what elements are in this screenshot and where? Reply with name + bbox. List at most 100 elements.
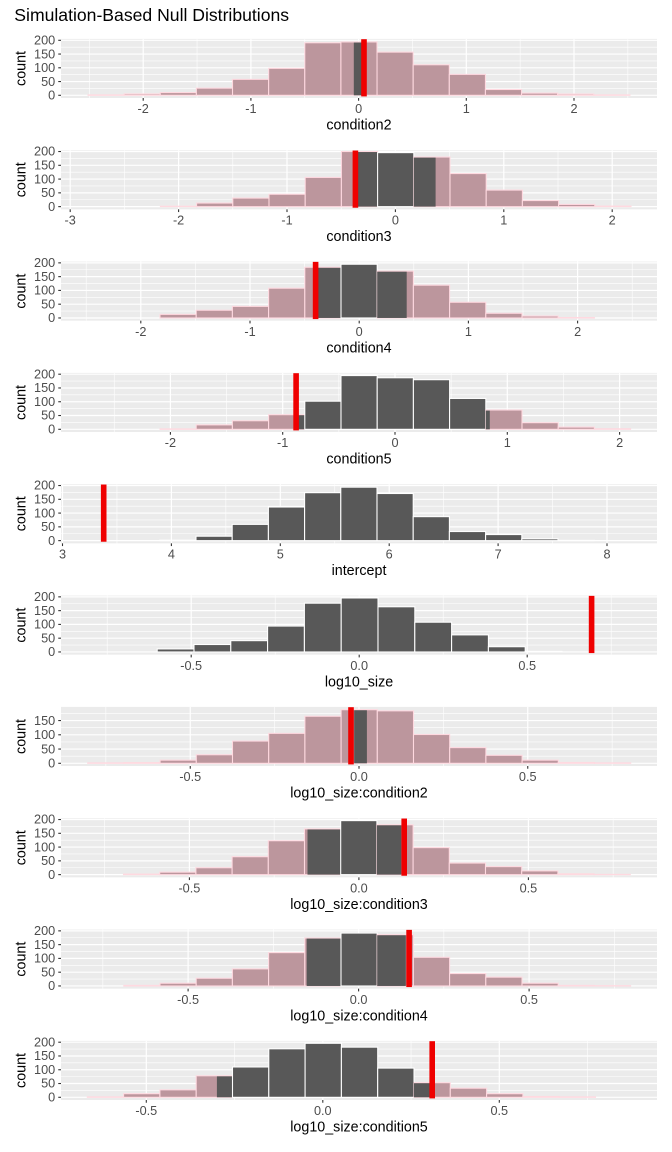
svg-text:condition2: condition2 (326, 118, 391, 134)
svg-text:50: 50 (41, 520, 55, 534)
svg-text:1: 1 (463, 102, 470, 116)
svg-text:0: 0 (48, 423, 55, 437)
svg-text:7: 7 (495, 548, 502, 562)
svg-text:-2: -2 (138, 102, 149, 116)
svg-text:0.5: 0.5 (520, 993, 538, 1007)
svg-text:200: 200 (34, 367, 55, 381)
svg-text:50: 50 (41, 965, 55, 979)
svg-text:150: 150 (34, 827, 55, 841)
svg-text:150: 150 (34, 47, 55, 61)
svg-text:0: 0 (48, 979, 55, 993)
svg-text:0: 0 (391, 436, 398, 450)
svg-text:150: 150 (34, 493, 55, 507)
svg-text:200: 200 (34, 145, 55, 159)
svg-text:100: 100 (34, 506, 55, 520)
svg-text:2: 2 (570, 102, 577, 116)
svg-text:50: 50 (41, 631, 55, 645)
svg-text:100: 100 (34, 61, 55, 75)
svg-text:0.5: 0.5 (490, 1104, 508, 1118)
svg-text:log10_size: log10_size (325, 674, 393, 690)
svg-text:0: 0 (48, 1091, 55, 1105)
svg-text:200: 200 (34, 34, 55, 48)
svg-text:0.0: 0.0 (350, 993, 368, 1007)
svg-text:0: 0 (356, 325, 363, 339)
svg-text:-1: -1 (281, 214, 292, 228)
svg-text:0: 0 (48, 868, 55, 882)
svg-text:log10_size:condition3: log10_size:condition3 (290, 897, 428, 913)
svg-text:0: 0 (48, 534, 55, 548)
svg-text:200: 200 (34, 590, 55, 604)
svg-text:intercept: intercept (332, 563, 387, 579)
svg-text:200: 200 (34, 256, 55, 270)
svg-text:0.5: 0.5 (518, 659, 536, 673)
svg-text:-3: -3 (65, 214, 76, 228)
svg-text:-1: -1 (245, 102, 256, 116)
svg-text:count: count (14, 162, 30, 197)
svg-text:-0.5: -0.5 (180, 659, 202, 673)
svg-text:200: 200 (34, 924, 55, 938)
svg-text:100: 100 (34, 728, 55, 742)
svg-text:count: count (14, 51, 30, 86)
svg-text:200: 200 (34, 1035, 55, 1049)
svg-text:0: 0 (48, 757, 55, 771)
svg-text:0: 0 (48, 200, 55, 214)
svg-text:50: 50 (41, 297, 55, 311)
svg-text:-2: -2 (173, 214, 184, 228)
svg-text:100: 100 (34, 952, 55, 966)
svg-text:count: count (14, 719, 30, 754)
svg-text:-2: -2 (135, 325, 146, 339)
svg-text:1: 1 (465, 325, 472, 339)
svg-text:150: 150 (34, 159, 55, 173)
svg-text:0.0: 0.0 (314, 1104, 332, 1118)
svg-text:log10_size:condition4: log10_size:condition4 (290, 1008, 428, 1024)
svg-text:0: 0 (48, 311, 55, 325)
svg-text:2: 2 (616, 436, 623, 450)
svg-text:50: 50 (41, 854, 55, 868)
svg-text:100: 100 (34, 284, 55, 298)
svg-text:count: count (14, 274, 30, 309)
svg-text:0: 0 (392, 214, 399, 228)
svg-text:count: count (14, 1053, 30, 1088)
svg-text:-1: -1 (244, 325, 255, 339)
svg-text:0.0: 0.0 (350, 770, 368, 784)
svg-text:50: 50 (41, 1077, 55, 1091)
svg-text:-2: -2 (165, 436, 176, 450)
svg-text:0.0: 0.0 (350, 882, 368, 896)
svg-text:2: 2 (574, 325, 581, 339)
svg-text:log10_size:condition5: log10_size:condition5 (290, 1120, 428, 1136)
svg-text:50: 50 (41, 409, 55, 423)
svg-text:0: 0 (48, 89, 55, 103)
svg-text:100: 100 (34, 840, 55, 854)
svg-text:150: 150 (34, 714, 55, 728)
svg-text:5: 5 (277, 548, 284, 562)
svg-text:4: 4 (168, 548, 175, 562)
svg-text:condition3: condition3 (326, 229, 391, 245)
svg-text:Simulation-Based Null Distribu: Simulation-Based Null Distributions (14, 5, 289, 25)
svg-text:0.0: 0.0 (350, 659, 368, 673)
svg-text:100: 100 (34, 172, 55, 186)
svg-text:50: 50 (41, 75, 55, 89)
svg-text:6: 6 (386, 548, 393, 562)
svg-text:8: 8 (603, 548, 610, 562)
svg-text:0: 0 (48, 645, 55, 659)
svg-text:150: 150 (34, 1049, 55, 1063)
svg-text:150: 150 (34, 938, 55, 952)
svg-text:-0.5: -0.5 (179, 770, 201, 784)
svg-text:1: 1 (504, 436, 511, 450)
svg-text:200: 200 (34, 479, 55, 493)
svg-text:-0.5: -0.5 (135, 1104, 157, 1118)
svg-text:-1: -1 (277, 436, 288, 450)
svg-text:count: count (14, 830, 30, 865)
svg-text:count: count (14, 385, 30, 420)
svg-text:count: count (14, 608, 30, 643)
svg-text:log10_size:condition2: log10_size:condition2 (290, 786, 428, 802)
svg-text:3: 3 (59, 548, 66, 562)
svg-text:150: 150 (34, 381, 55, 395)
svg-text:0.5: 0.5 (519, 770, 537, 784)
svg-text:150: 150 (34, 270, 55, 284)
svg-text:count: count (14, 942, 30, 977)
svg-text:condition5: condition5 (326, 452, 391, 468)
svg-text:-0.5: -0.5 (178, 882, 200, 896)
svg-text:1: 1 (500, 214, 507, 228)
svg-text:2: 2 (609, 214, 616, 228)
